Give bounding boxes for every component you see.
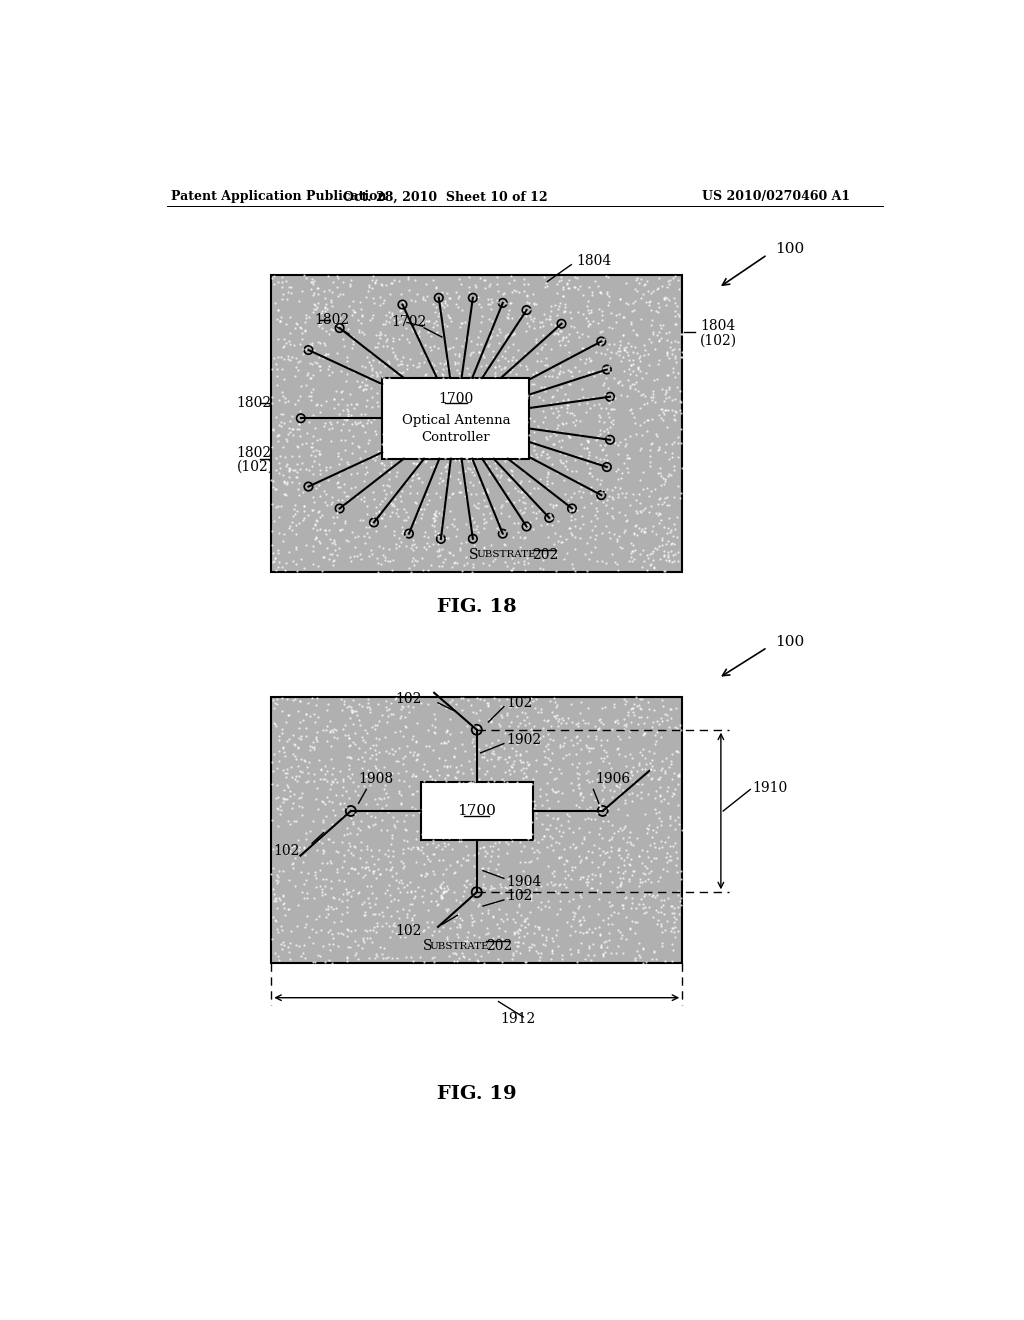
Text: 1902: 1902 xyxy=(506,733,542,747)
Text: 1700: 1700 xyxy=(438,392,473,407)
Text: 202: 202 xyxy=(532,548,559,562)
Text: 1908: 1908 xyxy=(358,772,393,785)
Text: UBSTRATE: UBSTRATE xyxy=(476,550,536,560)
Text: 1702: 1702 xyxy=(391,315,427,330)
Text: 1802: 1802 xyxy=(237,396,271,411)
Text: UBSTRATE: UBSTRATE xyxy=(429,941,489,950)
Text: 1912: 1912 xyxy=(500,1012,536,1026)
Text: 202: 202 xyxy=(486,939,512,953)
Text: 102: 102 xyxy=(273,843,300,858)
Text: 100: 100 xyxy=(775,243,805,256)
Bar xyxy=(382,378,529,459)
Bar xyxy=(421,781,532,840)
Text: 1906: 1906 xyxy=(595,772,630,785)
Text: (102): (102) xyxy=(237,459,273,474)
Text: S: S xyxy=(469,548,478,562)
Text: 1804: 1804 xyxy=(575,253,611,268)
Text: 1804: 1804 xyxy=(700,319,735,333)
Text: (102): (102) xyxy=(700,334,737,348)
Bar xyxy=(271,276,682,572)
Text: Optical Antenna: Optical Antenna xyxy=(401,413,510,426)
Bar xyxy=(271,276,682,572)
Text: 1904: 1904 xyxy=(506,875,542,890)
Text: Oct. 28, 2010  Sheet 10 of 12: Oct. 28, 2010 Sheet 10 of 12 xyxy=(343,190,548,203)
Bar xyxy=(271,697,682,964)
Text: 1802: 1802 xyxy=(237,446,271,459)
Text: 1802: 1802 xyxy=(314,313,349,327)
Text: 1910: 1910 xyxy=(752,781,787,795)
Text: 102: 102 xyxy=(395,692,422,706)
Text: FIG. 19: FIG. 19 xyxy=(437,1085,516,1104)
Text: 102: 102 xyxy=(395,924,422,937)
Text: S: S xyxy=(423,939,432,953)
Text: 100: 100 xyxy=(775,635,805,649)
Text: Patent Application Publication: Patent Application Publication xyxy=(171,190,386,203)
Bar xyxy=(271,697,682,964)
Text: Controller: Controller xyxy=(422,430,490,444)
Text: 1700: 1700 xyxy=(458,804,497,818)
Text: FIG. 18: FIG. 18 xyxy=(437,598,516,615)
Text: US 2010/0270460 A1: US 2010/0270460 A1 xyxy=(701,190,850,203)
Text: 102: 102 xyxy=(506,890,532,903)
Text: 102: 102 xyxy=(506,696,532,710)
